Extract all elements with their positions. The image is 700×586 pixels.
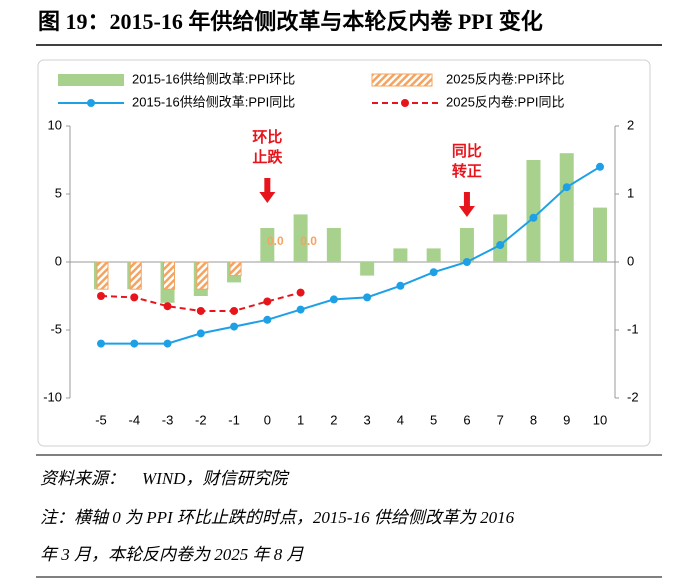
y-tick-label: -10 (43, 389, 62, 404)
legend-label: 2025反内卷:PPI同比 (446, 94, 565, 109)
point (263, 297, 272, 306)
y-tick-label: 5 (55, 185, 62, 200)
x-tick-label: 9 (563, 412, 570, 427)
point (130, 339, 139, 348)
hatched-bar (163, 261, 176, 290)
bar (360, 262, 375, 276)
figure-title: 图 19：2015-16 年供给侧改革与本轮反内卷 PPI 变化 (38, 9, 543, 34)
legend-swatch (401, 99, 409, 107)
legend-label: 2025反内卷:PPI环比 (446, 71, 565, 86)
x-tick-label: -5 (95, 412, 107, 427)
x-tick-label: -3 (162, 412, 174, 427)
bar (526, 160, 541, 262)
y2-tick-label: 1 (627, 185, 634, 200)
x-tick-label: 4 (397, 412, 404, 427)
bar (559, 153, 574, 262)
bar (493, 214, 508, 262)
y2-tick-label: -2 (627, 389, 639, 404)
y2-tick-label: 2 (627, 117, 634, 132)
legend-swatch (58, 74, 124, 86)
arrow (458, 192, 475, 217)
x-tick-label: -4 (128, 412, 140, 427)
point (562, 183, 571, 192)
y-tick-label: 10 (48, 117, 62, 132)
point (596, 162, 604, 171)
point (230, 322, 239, 331)
legend-label: 2015-16供给侧改革:PPI同比 (132, 94, 295, 109)
point (462, 258, 471, 266)
y-tick-label: 0 (55, 253, 62, 268)
x-tick-label: 8 (530, 412, 537, 427)
point (230, 306, 239, 315)
point (296, 305, 305, 314)
point (196, 306, 205, 315)
point (296, 288, 305, 297)
hatched-bar (229, 261, 242, 277)
note: 注：横轴 0 为 PPI 环比止跌的时点，2015-16 供给侧改革为 2016 (40, 508, 515, 527)
point (429, 268, 438, 277)
point (529, 213, 538, 222)
bar (260, 228, 275, 262)
arrow (259, 178, 276, 203)
line (101, 165, 601, 345)
legend-swatch (87, 99, 95, 107)
x-tick-label: 1 (297, 412, 304, 427)
x-tick-label: 10 (593, 412, 607, 427)
annotation: 转正 (452, 162, 482, 180)
data-label: 0.0 (267, 234, 284, 248)
hatched-bar (196, 261, 209, 290)
bar (459, 228, 474, 262)
hatched-bar (96, 261, 109, 290)
chart-frame (37, 59, 651, 447)
source: 资料来源： WIND，财信研究院 (40, 469, 290, 488)
x-tick-label: -2 (195, 412, 207, 427)
legend-label: 2015-16供给侧改革:PPI环比 (132, 71, 295, 86)
point (396, 281, 405, 290)
x-tick-label: 5 (430, 412, 437, 427)
point (163, 302, 172, 311)
point (163, 339, 172, 348)
x-tick-label: 6 (463, 412, 470, 427)
note: 年 3 月，本轮反内卷为 2025 年 8 月 (40, 545, 304, 564)
y2-tick-label: 0 (627, 253, 634, 268)
point (196, 329, 205, 338)
data-label: 0.0 (300, 234, 317, 248)
bar (593, 207, 607, 262)
x-tick-label: -1 (228, 412, 240, 427)
point (263, 315, 272, 324)
x-tick-label: 3 (364, 412, 371, 427)
x-tick-label: 2 (330, 412, 337, 427)
y2-tick-label: -1 (627, 321, 639, 336)
y-tick-label: -5 (50, 321, 62, 336)
legend-swatch (371, 73, 433, 87)
bar (326, 228, 341, 262)
point (97, 292, 105, 300)
annotation: 同比 (452, 142, 482, 160)
bar (393, 248, 408, 262)
point (363, 293, 372, 302)
annotation: 止跌 (252, 148, 283, 166)
hatched-bar (129, 261, 142, 290)
x-tick-label: 7 (497, 412, 504, 427)
point (329, 295, 338, 304)
x-tick-label: 0 (264, 412, 271, 427)
point (97, 339, 105, 348)
point (496, 241, 505, 249)
point (130, 293, 139, 302)
annotation: 环比 (252, 128, 282, 146)
bar (293, 214, 308, 262)
bar (426, 248, 441, 262)
